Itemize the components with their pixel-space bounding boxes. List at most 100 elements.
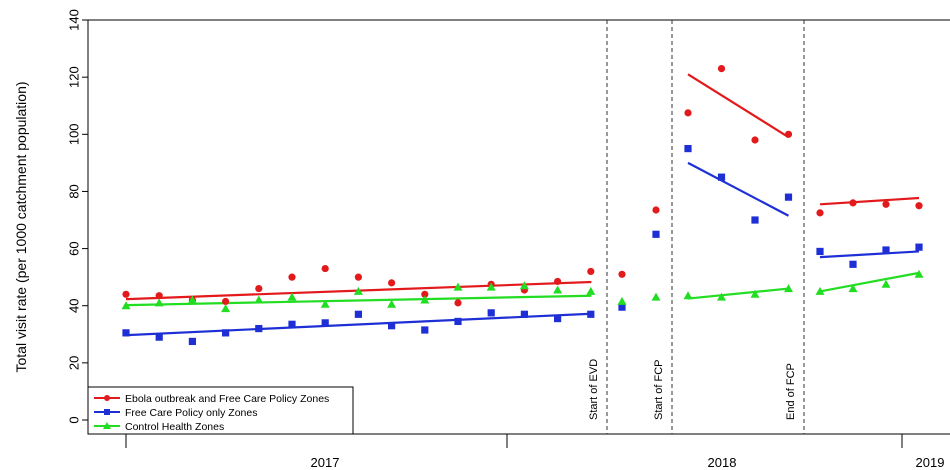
data-point-fcp-only: [554, 314, 562, 323]
data-point-fcp-only: [618, 303, 626, 311]
y-axis: 0 20 40 60 80 100 120 140: [66, 9, 88, 424]
data-point-fcp-only: [684, 144, 692, 153]
data-point-control: [651, 292, 661, 301]
data-point-fcp-only: [849, 260, 857, 268]
x-year-label: 2018: [708, 455, 737, 470]
data-point-control: [784, 284, 793, 293]
data-point-ebola-fcp: [321, 264, 329, 273]
data-point-ebola-fcp: [849, 199, 857, 207]
data-point-ebola-fcp: [122, 290, 130, 298]
event-line-label: Start of FCP: [653, 359, 665, 420]
data-point-fcp-only: [155, 333, 163, 341]
data-point-ebola-fcp: [915, 202, 923, 210]
y-tick-label: 100: [66, 123, 81, 145]
data-point-fcp-only: [388, 322, 396, 330]
x-year-label: 2017: [311, 455, 340, 470]
legend-entry: Ebola outbreak and Free Care Policy Zone…: [125, 393, 329, 405]
y-tick-label: 0: [66, 416, 81, 423]
data-point-ebola-fcp: [652, 206, 660, 214]
trend-line: [687, 287, 789, 300]
legend-box: [87, 386, 354, 435]
data-point-fcp-only: [915, 243, 923, 251]
data-point-ebola-fcp: [717, 64, 726, 73]
data-point-fcp-only: [122, 329, 130, 337]
data-point-control: [353, 286, 363, 295]
data-point-ebola-fcp: [816, 209, 824, 217]
data-point-ebola-fcp: [288, 273, 296, 281]
data-point-fcp-only: [255, 324, 263, 333]
data-point-control: [683, 291, 693, 300]
plot-frame: [87, 19, 950, 435]
trend-line: [819, 250, 920, 259]
data-point-ebola-fcp: [684, 109, 692, 117]
y-axis-label: Total visit rate (per 1000 catchment pop…: [13, 81, 29, 372]
data-point-ebola-fcp: [388, 279, 396, 287]
x-year-label: 2019: [916, 455, 945, 470]
data-point-control: [187, 295, 197, 304]
data-point-control: [387, 299, 397, 308]
data-point-control: [717, 292, 726, 301]
trend-line: [125, 312, 592, 337]
data-point-control: [420, 295, 430, 304]
data-point-control: [617, 296, 627, 305]
legend: Ebola outbreak and Free Care Policy Zone…: [87, 386, 354, 435]
data-point-fcp-only: [487, 309, 495, 317]
data-point-fcp-only: [717, 173, 726, 181]
trend-line: [819, 271, 920, 293]
data-point-control: [881, 279, 891, 288]
data-point-ebola-fcp: [454, 299, 462, 307]
data-point-fcp-only: [421, 326, 429, 334]
data-points: [121, 64, 924, 346]
data-point-control: [848, 284, 858, 293]
data-point-fcp-only: [222, 329, 230, 337]
data-point-control: [254, 295, 264, 304]
data-point-ebola-fcp: [155, 292, 163, 300]
data-point-control: [320, 299, 330, 308]
x-axis: 2017 2018 2019: [125, 434, 945, 470]
data-point-fcp-only: [816, 247, 824, 256]
data-point-fcp-only: [454, 317, 462, 326]
data-point-control: [914, 269, 924, 278]
y-tick-label: 20: [66, 356, 81, 370]
data-point-fcp-only: [354, 310, 362, 318]
data-point-fcp-only: [520, 310, 528, 318]
trend-line: [687, 161, 790, 217]
legend-marker: [103, 422, 111, 429]
data-point-control: [553, 285, 563, 294]
data-point-fcp-only: [882, 246, 890, 254]
legend-marker: [104, 395, 110, 401]
data-point-control: [287, 292, 297, 301]
trend-lines: [125, 73, 920, 337]
event-line-label: Start of EVD: [588, 359, 600, 420]
legend-marker: [104, 409, 110, 415]
data-point-ebola-fcp: [882, 200, 890, 208]
event-lines: Start of EVD Start of FCP End of FCP: [588, 20, 805, 434]
data-point-control: [750, 289, 760, 298]
y-tick-label: 120: [66, 66, 81, 88]
data-point-ebola-fcp: [421, 290, 429, 298]
data-point-fcp-only: [751, 216, 759, 224]
event-line-label: End of FCP: [785, 363, 797, 420]
legend-entry: Free Care Policy only Zones: [125, 407, 257, 419]
trend-line: [687, 73, 790, 139]
y-tick-label: 140: [66, 9, 81, 31]
y-tick-label: 80: [66, 184, 81, 198]
data-point-ebola-fcp: [255, 284, 263, 293]
data-point-fcp-only: [784, 193, 793, 201]
data-point-ebola-fcp: [587, 267, 595, 276]
data-point-ebola-fcp: [618, 270, 626, 278]
data-point-control: [121, 301, 131, 310]
data-point-control: [154, 298, 164, 307]
data-point-fcp-only: [587, 310, 595, 318]
data-point-ebola-fcp: [554, 277, 562, 286]
y-tick-label: 60: [66, 241, 81, 255]
data-point-fcp-only: [188, 337, 196, 346]
data-point-control: [453, 282, 463, 291]
data-point-fcp-only: [288, 320, 296, 328]
data-point-ebola-fcp: [222, 297, 230, 306]
data-point-ebola-fcp: [354, 273, 362, 281]
legend-entry: Control Health Zones: [125, 421, 224, 433]
data-point-fcp-only: [652, 230, 660, 238]
trend-line: [819, 196, 920, 206]
